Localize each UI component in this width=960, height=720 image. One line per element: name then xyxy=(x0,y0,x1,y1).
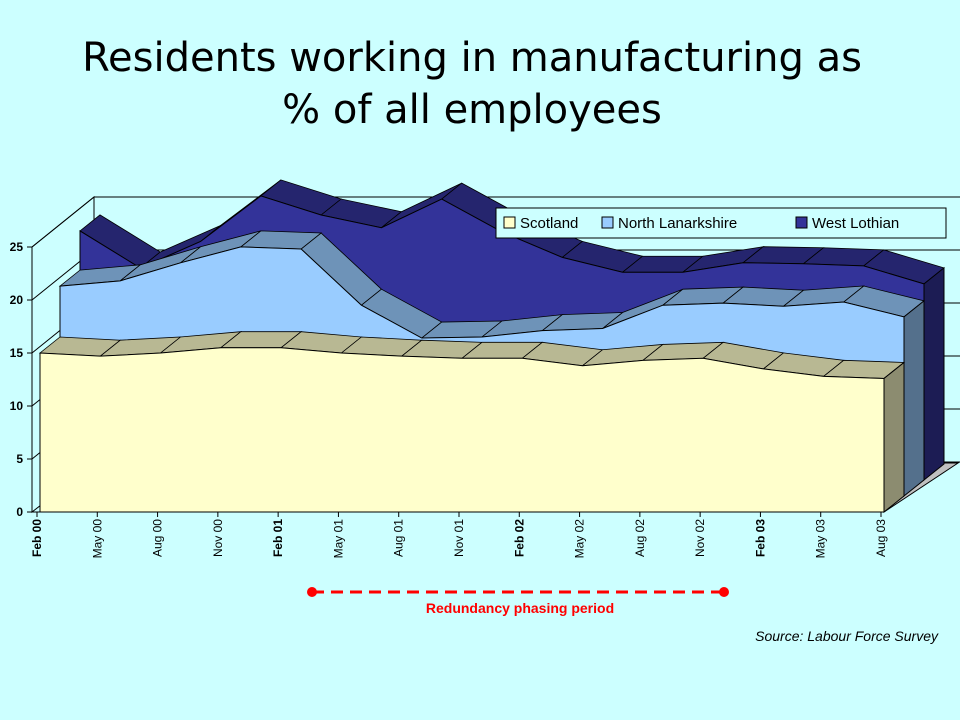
x-tick-label: Nov 00 xyxy=(211,519,225,557)
y-tick-label: 25 xyxy=(10,240,24,254)
y-tick-label: 15 xyxy=(10,346,24,360)
source-note: Source: Labour Force Survey xyxy=(755,628,938,644)
redundancy-end-marker xyxy=(719,587,729,597)
area-end-cap xyxy=(903,299,925,498)
x-tick-label: Aug 03 xyxy=(874,519,888,557)
x-tick-label: Aug 01 xyxy=(392,519,406,557)
redundancy-label: Redundancy phasing period xyxy=(425,600,615,616)
x-tick-label: May 01 xyxy=(331,519,345,559)
redundancy-annotation: Redundancy phasing period xyxy=(300,585,740,625)
legend-label: North Lanarkshire xyxy=(618,215,737,232)
y-tick-label: 5 xyxy=(16,452,23,466)
x-tick-label: May 00 xyxy=(90,519,104,559)
y-tick-label: 0 xyxy=(16,505,23,519)
x-tick-label: May 03 xyxy=(814,519,828,559)
legend-swatch xyxy=(601,216,614,229)
x-tick-label: Feb 00 xyxy=(30,519,44,557)
x-tick-label: Feb 03 xyxy=(753,519,767,557)
series-area-scotland xyxy=(38,331,906,514)
chart-title: Residents working in manufacturing as % … xyxy=(0,32,944,136)
legend-label: Scotland xyxy=(520,215,578,232)
legend-swatch xyxy=(503,216,516,229)
area-end-cap xyxy=(883,361,905,514)
area-end-cap xyxy=(923,266,945,482)
title-line-2: % of all employees xyxy=(282,87,662,133)
y-tick-label: 20 xyxy=(10,293,24,307)
legend-box xyxy=(495,207,947,239)
y-tick-label: 10 xyxy=(10,399,24,413)
area-front-face xyxy=(39,347,885,513)
title-line-1: Residents working in manufacturing as xyxy=(82,35,862,81)
legend-swatch xyxy=(795,216,808,229)
x-tick-label: Feb 02 xyxy=(512,519,526,557)
legend-label: West Lothian xyxy=(812,215,899,232)
x-tick-label: Nov 02 xyxy=(693,519,707,557)
x-tick-label: Feb 01 xyxy=(271,519,285,557)
x-tick-label: Aug 02 xyxy=(633,519,647,557)
redundancy-start-marker xyxy=(307,587,317,597)
gridline-side xyxy=(31,196,95,248)
chart-legend: Scotland North Lanarkshire West Lothian xyxy=(495,207,947,239)
x-tick-label: Nov 01 xyxy=(452,519,466,557)
x-tick-label: Aug 00 xyxy=(151,519,165,557)
x-tick-label: May 02 xyxy=(573,519,587,559)
